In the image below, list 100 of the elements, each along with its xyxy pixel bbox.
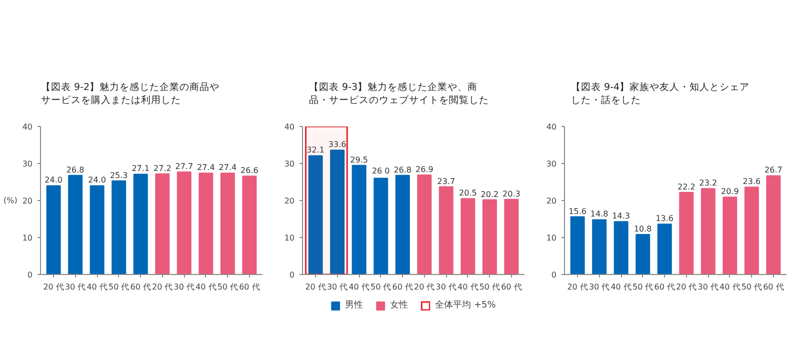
x-tick-label: 20 代 (305, 282, 326, 292)
data-label: 33.6 (328, 140, 346, 150)
data-label: 26.6 (240, 166, 258, 176)
x-tick-label: 60 代 (501, 282, 522, 292)
x-tick-label: 30 代 (698, 282, 719, 292)
y-tick-label: 0 (27, 270, 33, 280)
x-tick-label: 40 代 (458, 282, 478, 292)
data-label: 27.1 (132, 164, 150, 174)
x-tick-label: 50 代 (632, 282, 654, 292)
legend-label: 男性 (345, 299, 364, 312)
bar (592, 219, 607, 274)
data-label: 25.3 (110, 170, 128, 180)
data-label: 20.3 (502, 189, 520, 198)
y-tick-label: 30 (546, 160, 557, 168)
bar (722, 196, 738, 274)
data-label: 26.9 (415, 164, 434, 174)
bar (90, 185, 104, 274)
x-tick-label: 50 代 (741, 282, 762, 292)
y-tick-label: 30 (22, 160, 33, 168)
y-tick-label: 20 (284, 196, 295, 206)
x-tick-label: 60 代 (392, 282, 413, 292)
x-tick-label: 30 代 (588, 282, 610, 292)
x-tick-label: 50 代 (108, 282, 130, 292)
x-tick-label: 20 代 (567, 282, 588, 292)
bar (198, 172, 214, 274)
bar (460, 198, 476, 274)
y-axis-title: (%) (3, 196, 18, 205)
x-tick-label: 30 代 (174, 282, 195, 292)
bar (374, 178, 388, 274)
data-label: 27.2 (153, 164, 172, 173)
bar (395, 174, 410, 274)
x-tick-label: 30 代 (64, 282, 86, 292)
bar (155, 173, 170, 274)
data-label: 10.8 (634, 224, 652, 234)
x-tick-label: 40 代 (348, 282, 370, 292)
bar (570, 216, 585, 274)
y-tick-label: 40 (546, 122, 557, 132)
bar (636, 234, 650, 274)
x-tick-label: 30 代 (326, 282, 348, 292)
x-tick-label: 60 代 (130, 282, 151, 292)
bar (220, 172, 235, 274)
y-tick-label: 0 (289, 270, 295, 280)
bar (352, 164, 366, 274)
data-label: 26.8 (394, 165, 412, 174)
chart-title: 【図表 9-3】魅力を感じた企業や、商品・サービスのウェブサイトを閲覧した (309, 81, 490, 107)
y-tick-label: 20 (22, 196, 33, 206)
x-tick-label: 20 代 (414, 282, 435, 292)
bar (46, 185, 61, 274)
legend-label: 全体平均 +5% (435, 299, 496, 312)
chart-title: 【図表 9-2】魅力を感じた企業の商品やサービスを購入または利用した (41, 81, 221, 107)
data-label: 26.8 (66, 165, 84, 174)
data-label: 26 0 (372, 166, 390, 176)
data-label: 14.8 (590, 210, 608, 219)
data-label: 23.6 (742, 177, 761, 186)
bar (242, 176, 257, 274)
x-tick-label: 40 代 (196, 282, 216, 292)
x-tick-label: 40 代 (610, 282, 632, 292)
data-label: 29.5 (350, 155, 368, 164)
bar (504, 198, 519, 274)
bar (68, 174, 83, 274)
bar (417, 174, 432, 274)
data-label: 23.7 (437, 176, 456, 186)
bar (744, 186, 759, 274)
bar (438, 186, 454, 274)
data-label: 23.2 (699, 178, 718, 188)
data-label: 20.9 (721, 187, 739, 196)
bar (766, 175, 781, 274)
x-tick-label: 60 代 (239, 282, 260, 292)
x-tick-label: 20 代 (676, 282, 697, 292)
x-tick-label: 50 代 (479, 282, 500, 292)
data-label: 15.6 (568, 206, 586, 216)
data-label: 27.4 (197, 163, 215, 172)
data-label: 14.3 (612, 212, 630, 221)
x-tick-label: 60 代 (763, 282, 784, 292)
data-label: 24.0 (44, 176, 62, 185)
x-tick-label: 50 代 (217, 282, 238, 292)
y-tick-label: 20 (546, 196, 557, 206)
data-label: 27.4 (218, 163, 237, 172)
bar (679, 192, 694, 274)
y-tick-label: 40 (22, 122, 33, 132)
data-label: 26.7 (764, 166, 782, 175)
y-tick-label: 10 (284, 234, 295, 242)
y-tick-label: 0 (551, 270, 557, 280)
data-label: 22.2 (677, 182, 696, 192)
x-tick-label: 50 代 (370, 282, 392, 292)
x-tick-label: 20 代 (152, 282, 173, 292)
bar (657, 224, 672, 274)
x-tick-label: 40 代 (86, 282, 108, 292)
y-tick-label: 10 (22, 234, 33, 242)
bar (614, 221, 628, 274)
legend-label: 女性 (390, 299, 410, 312)
y-tick-label: 30 (284, 160, 295, 168)
x-tick-label: 20 代 (43, 282, 64, 292)
bar (700, 188, 716, 274)
bar (482, 199, 497, 274)
data-label: 32.1 (306, 146, 324, 155)
x-tick-label: 60 代 (654, 282, 675, 292)
x-tick-label: 30 代 (436, 282, 457, 292)
chart-title: 【図表 9-4】家族や友人・知人とシェアした・話をした (571, 81, 751, 107)
bar (176, 172, 192, 274)
